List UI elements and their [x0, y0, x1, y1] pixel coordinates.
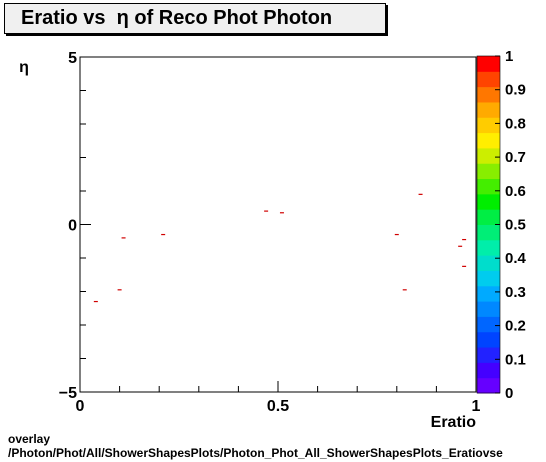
color-scale-segment [477, 132, 500, 149]
color-scale-segment [477, 86, 500, 103]
y-tick-label: −5 [59, 385, 77, 402]
color-scale-segment [477, 377, 500, 394]
color-scale-segment [477, 301, 500, 317]
color-scale-segment [477, 331, 500, 348]
color-scale-tick-label: 0 [505, 385, 513, 402]
color-scale-segment [477, 347, 500, 363]
color-scale-tick-label: 0.1 [505, 351, 526, 368]
footer-line-path: /Photon/Phot/All/ShowerShapesPlots/Photo… [8, 446, 503, 460]
chart-canvas: 0 0.5 1 50−5 00.10.20.30.40.50.60.70.80.91… [19, 48, 527, 430]
color-scale-tick-label: 0.6 [505, 183, 526, 200]
color-scale-tick-label: 0.3 [505, 284, 526, 301]
color-scale-segment [477, 163, 500, 180]
color-scale-segment [477, 316, 500, 333]
color-scale-tick-label: 0.9 [505, 82, 526, 99]
color-scale-segment [477, 285, 500, 302]
y-tick-label: 5 [68, 50, 77, 67]
footer-caption: overlay /Photon/Phot/All/ShowerShapesPlo… [8, 432, 503, 460]
color-scale-tick-label: 0.4 [505, 250, 527, 267]
color-scale-segment [477, 224, 500, 241]
color-scale-segment [477, 147, 500, 164]
x-axis-title: Eratio [431, 414, 477, 430]
color-scale-segment [477, 71, 500, 88]
color-scale-segment [477, 56, 500, 72]
color-scale-tick-label: 0.7 [505, 149, 526, 166]
color-scale: 0 0.1 0.2 0.3 0.4 0.5 0.6 0.7 0.8 0.9 1 [476, 48, 527, 402]
x-tick-label: 1 [472, 398, 481, 415]
color-scale-tick-label: 0.5 [505, 217, 526, 234]
color-scale-segment [477, 178, 500, 195]
color-scale-segment [477, 209, 500, 225]
x-tick-label: 0 [76, 398, 85, 415]
color-scale-tick-label: 0.8 [505, 115, 526, 132]
color-scale-segment [477, 362, 500, 379]
chart-title: Eratio vs η of Reco Phot Photon [21, 7, 333, 29]
chart-title-box: Eratio vs η of Reco Phot Photon [4, 3, 386, 34]
color-scale-segment [477, 255, 500, 271]
data-points [93, 193, 467, 303]
y-tick-label: 0 [68, 218, 77, 235]
x-axis-ticks: 0 0.5 1 [76, 381, 481, 415]
x-tick-label: 0.5 [267, 398, 289, 415]
color-scale-segment [477, 270, 500, 287]
y-axis-ticks: 5 0 −5 [59, 50, 91, 402]
color-scale-tick-label: 0.2 [505, 318, 526, 335]
color-scale-segment [477, 117, 500, 134]
color-scale-segment [477, 101, 500, 118]
color-scale-segment [477, 239, 500, 256]
plot-frame [79, 56, 477, 393]
y-axis-title: η [19, 59, 29, 76]
color-scale-tick-label: 1 [505, 48, 513, 65]
color-scale-segment [477, 193, 500, 210]
footer-line-overlay: overlay [8, 432, 51, 446]
